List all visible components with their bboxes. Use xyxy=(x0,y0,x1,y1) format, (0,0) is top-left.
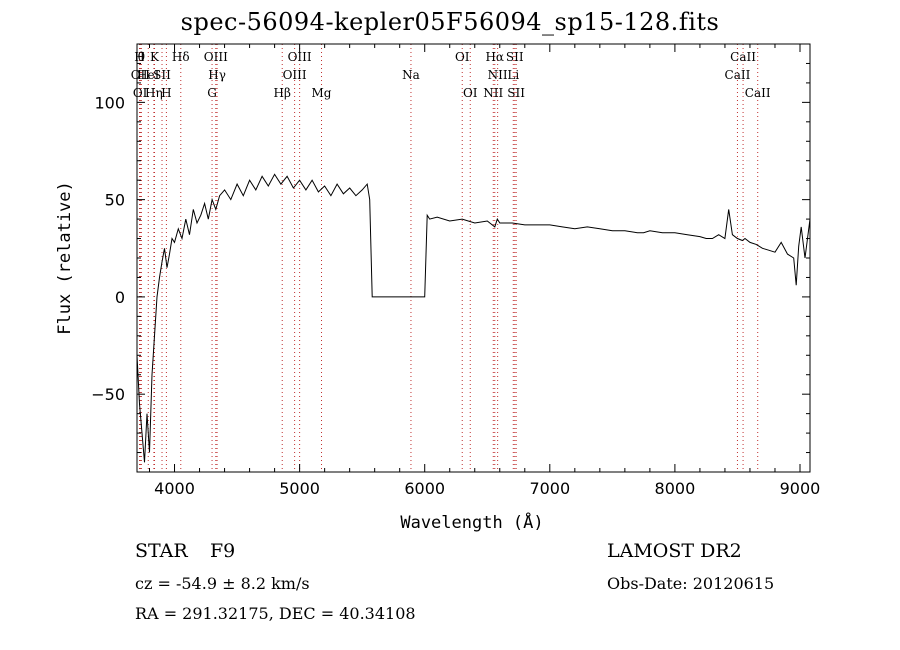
spectrum-line xyxy=(136,173,811,463)
ra-dec-coordinates: RA = 291.32175, DEC = 40.34108 xyxy=(135,604,416,623)
line-label: Hα xyxy=(485,50,504,64)
line-label: Hβ xyxy=(274,86,291,100)
x-tick-label: 7000 xyxy=(529,479,570,498)
observation-date: Obs-Date: 20120615 xyxy=(607,574,775,593)
line-label: SII xyxy=(153,68,171,82)
x-tick-label: 4000 xyxy=(154,479,195,498)
line-label: Na xyxy=(402,68,420,82)
line-label: CaII xyxy=(730,50,756,64)
line-label: OII xyxy=(131,68,151,82)
x-tick-label: 5000 xyxy=(279,479,320,498)
x-axis-label: Wavelength (Å) xyxy=(400,511,543,533)
data-release: LAMOST DR2 xyxy=(607,540,742,562)
redshift-cz: cz = -54.9 ± 8.2 km/s xyxy=(135,574,310,593)
line-label: NII xyxy=(488,68,508,82)
x-tick-label: 8000 xyxy=(655,479,696,498)
line-label: SII xyxy=(506,50,524,64)
line-label: H xyxy=(134,50,144,64)
line-label: CaII xyxy=(745,86,771,100)
y-tick-label: −50 xyxy=(91,385,125,404)
plot-frame xyxy=(136,43,811,473)
y-axis-label: Flux (relative) xyxy=(55,181,75,335)
line-label: OIII xyxy=(204,50,228,64)
line-label: Hδ xyxy=(172,50,190,64)
line-label: G xyxy=(207,86,217,100)
line-label: HeI xyxy=(137,68,160,82)
line-label: K xyxy=(150,50,160,64)
line-label: OI xyxy=(133,86,148,100)
line-label: OI xyxy=(463,86,478,100)
spectral-class: STAR xyxy=(135,540,188,562)
line-label: NII xyxy=(483,86,503,100)
line-label: H xyxy=(161,86,171,100)
line-label: OIII xyxy=(283,68,307,82)
line-label: Hη xyxy=(145,86,163,100)
chart-title: spec-56094-kepler05F56094_sp15-128.fits xyxy=(180,8,720,36)
y-tick-label: 0 xyxy=(115,288,125,307)
spectral-subclass: F9 xyxy=(210,540,236,562)
line-label: Hγ xyxy=(208,68,226,82)
line-label: OIII xyxy=(288,50,312,64)
y-tick-label: 100 xyxy=(94,93,125,112)
line-label: CaII xyxy=(725,68,751,82)
x-tick-label: 6000 xyxy=(404,479,445,498)
line-label: OI xyxy=(455,50,470,64)
line-label: Mg xyxy=(312,86,332,100)
y-tick-label: 50 xyxy=(105,191,125,210)
x-tick-label: 9000 xyxy=(780,479,821,498)
line-label: Li xyxy=(507,68,519,82)
line-label: SII xyxy=(507,86,525,100)
line-label: θ xyxy=(138,50,145,64)
